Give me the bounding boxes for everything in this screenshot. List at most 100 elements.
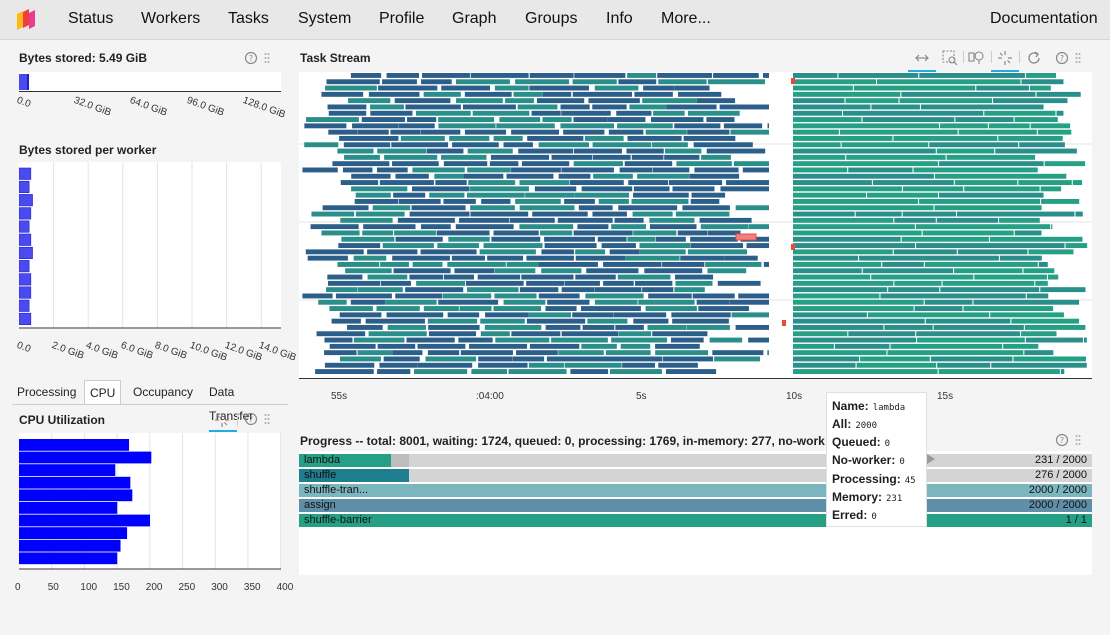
drag-handle-icon[interactable] <box>264 413 270 425</box>
task-bar <box>890 343 1003 349</box>
nav-more[interactable]: More... <box>661 10 711 27</box>
task-bar <box>587 318 628 324</box>
task-bar <box>938 369 1060 374</box>
task-bar <box>954 180 1018 185</box>
hover-icon[interactable] <box>968 50 986 66</box>
task-bar <box>937 362 991 368</box>
task-bar <box>459 306 492 311</box>
task-bar <box>306 117 359 122</box>
task-bar <box>352 123 399 129</box>
nav-info[interactable]: Info <box>606 10 633 27</box>
progress-row[interactable]: shuffle 276 / 2000 <box>299 469 1092 482</box>
worker-bytes-bar <box>18 299 30 312</box>
progress-row[interactable]: shuffle-barrier 1 / 1 <box>299 514 1092 527</box>
task-bar <box>337 148 374 154</box>
task-bar <box>380 280 411 286</box>
help-icon[interactable]: ? <box>1055 433 1069 447</box>
task-bar <box>633 186 670 192</box>
task-stream-plot[interactable] <box>299 72 1092 379</box>
task-bar <box>443 199 476 204</box>
help-icon[interactable]: ? <box>244 412 258 426</box>
wheel-zoom-icon[interactable] <box>214 412 230 428</box>
svg-text:?: ? <box>1060 54 1064 63</box>
axis-tick-label: 150 <box>113 582 130 593</box>
progress-count: 276 / 2000 <box>1035 469 1087 481</box>
nav-status[interactable]: Status <box>68 10 114 27</box>
wheel-zoom-icon[interactable] <box>997 50 1013 66</box>
task-bar <box>489 161 519 167</box>
task-bar <box>730 129 769 135</box>
axis-tick-label: :04:00 <box>476 391 504 402</box>
task-bar <box>513 91 543 97</box>
task-bar <box>793 293 880 299</box>
task-bar <box>490 154 550 160</box>
nav-documentation[interactable]: Documentation <box>990 10 1098 27</box>
bytes-per-worker-plot[interactable] <box>18 162 281 329</box>
tab-occupancy[interactable]: Occupancy <box>133 385 194 399</box>
nav-graph[interactable]: Graph <box>452 10 497 27</box>
task-bar <box>542 117 572 122</box>
dask-logo-icon[interactable] <box>15 8 39 32</box>
tab-cpu[interactable]: CPU <box>84 380 122 404</box>
task-bar <box>460 350 513 356</box>
drag-handle-icon[interactable] <box>1075 434 1081 446</box>
task-bar <box>353 255 387 261</box>
pan-icon[interactable] <box>914 51 930 65</box>
progress-row[interactable]: shuffle-tran... 2000 / 2000 <box>299 484 1092 497</box>
task-bar <box>480 331 510 337</box>
task-bar <box>435 180 467 185</box>
task-bar <box>574 192 630 198</box>
task-bar <box>337 262 380 267</box>
reset-icon[interactable] <box>1026 50 1042 66</box>
nav-groups[interactable]: Groups <box>525 10 578 27</box>
nav-system[interactable]: System <box>298 10 352 27</box>
nav-profile[interactable]: Profile <box>379 10 425 27</box>
task-bar <box>699 217 752 223</box>
cpu-bar <box>19 527 128 539</box>
task-bar <box>327 104 367 110</box>
task-bar <box>443 161 488 167</box>
task-bar <box>648 293 692 299</box>
axis-tick-label: 250 <box>178 582 196 593</box>
task-bar <box>763 73 769 78</box>
tab-processing[interactable]: Processing <box>17 385 77 399</box>
task-bar <box>451 255 485 261</box>
task-bar <box>620 343 651 349</box>
cpu-plot[interactable] <box>19 433 282 570</box>
task-bar <box>345 268 392 274</box>
nav-tasks[interactable]: Tasks <box>228 10 269 27</box>
task-bar <box>619 167 653 173</box>
progress-row[interactable]: lambda 231 / 2000 <box>299 454 1092 467</box>
help-icon[interactable]: ? <box>244 51 258 65</box>
bytes-stored-plot[interactable] <box>19 72 281 92</box>
task-bar <box>958 129 1037 135</box>
worker-bytes-bar <box>18 286 32 299</box>
drag-handle-icon[interactable] <box>1075 52 1081 64</box>
task-bar <box>618 331 652 337</box>
drag-handle-icon[interactable] <box>264 52 270 64</box>
task-bar <box>311 211 355 217</box>
help-icon[interactable]: ? <box>1055 51 1069 65</box>
progress-row[interactable]: assign 2000 / 2000 <box>299 499 1092 512</box>
task-bar <box>379 180 434 185</box>
box-zoom-icon[interactable] <box>942 50 958 66</box>
task-bar <box>793 306 914 311</box>
task-bar <box>483 243 543 248</box>
task-bar <box>380 262 409 267</box>
task-bar <box>691 192 726 198</box>
task-bar <box>383 356 420 362</box>
task-bar <box>655 343 700 349</box>
worker-bytes-bar <box>18 180 30 194</box>
transfer-bar <box>735 233 757 241</box>
task-bar <box>793 186 902 192</box>
tab-data-transfer[interactable]: Data Transfer <box>209 385 254 423</box>
task-bar <box>690 243 744 248</box>
task-bar <box>633 192 689 198</box>
task-bar <box>942 280 1035 286</box>
task-bar <box>437 243 480 248</box>
task-bar <box>649 217 695 223</box>
task-bar <box>342 167 373 173</box>
nav-workers[interactable]: Workers <box>141 10 201 27</box>
progress-count: 2000 / 2000 <box>1028 484 1087 496</box>
task-bar <box>793 325 884 330</box>
